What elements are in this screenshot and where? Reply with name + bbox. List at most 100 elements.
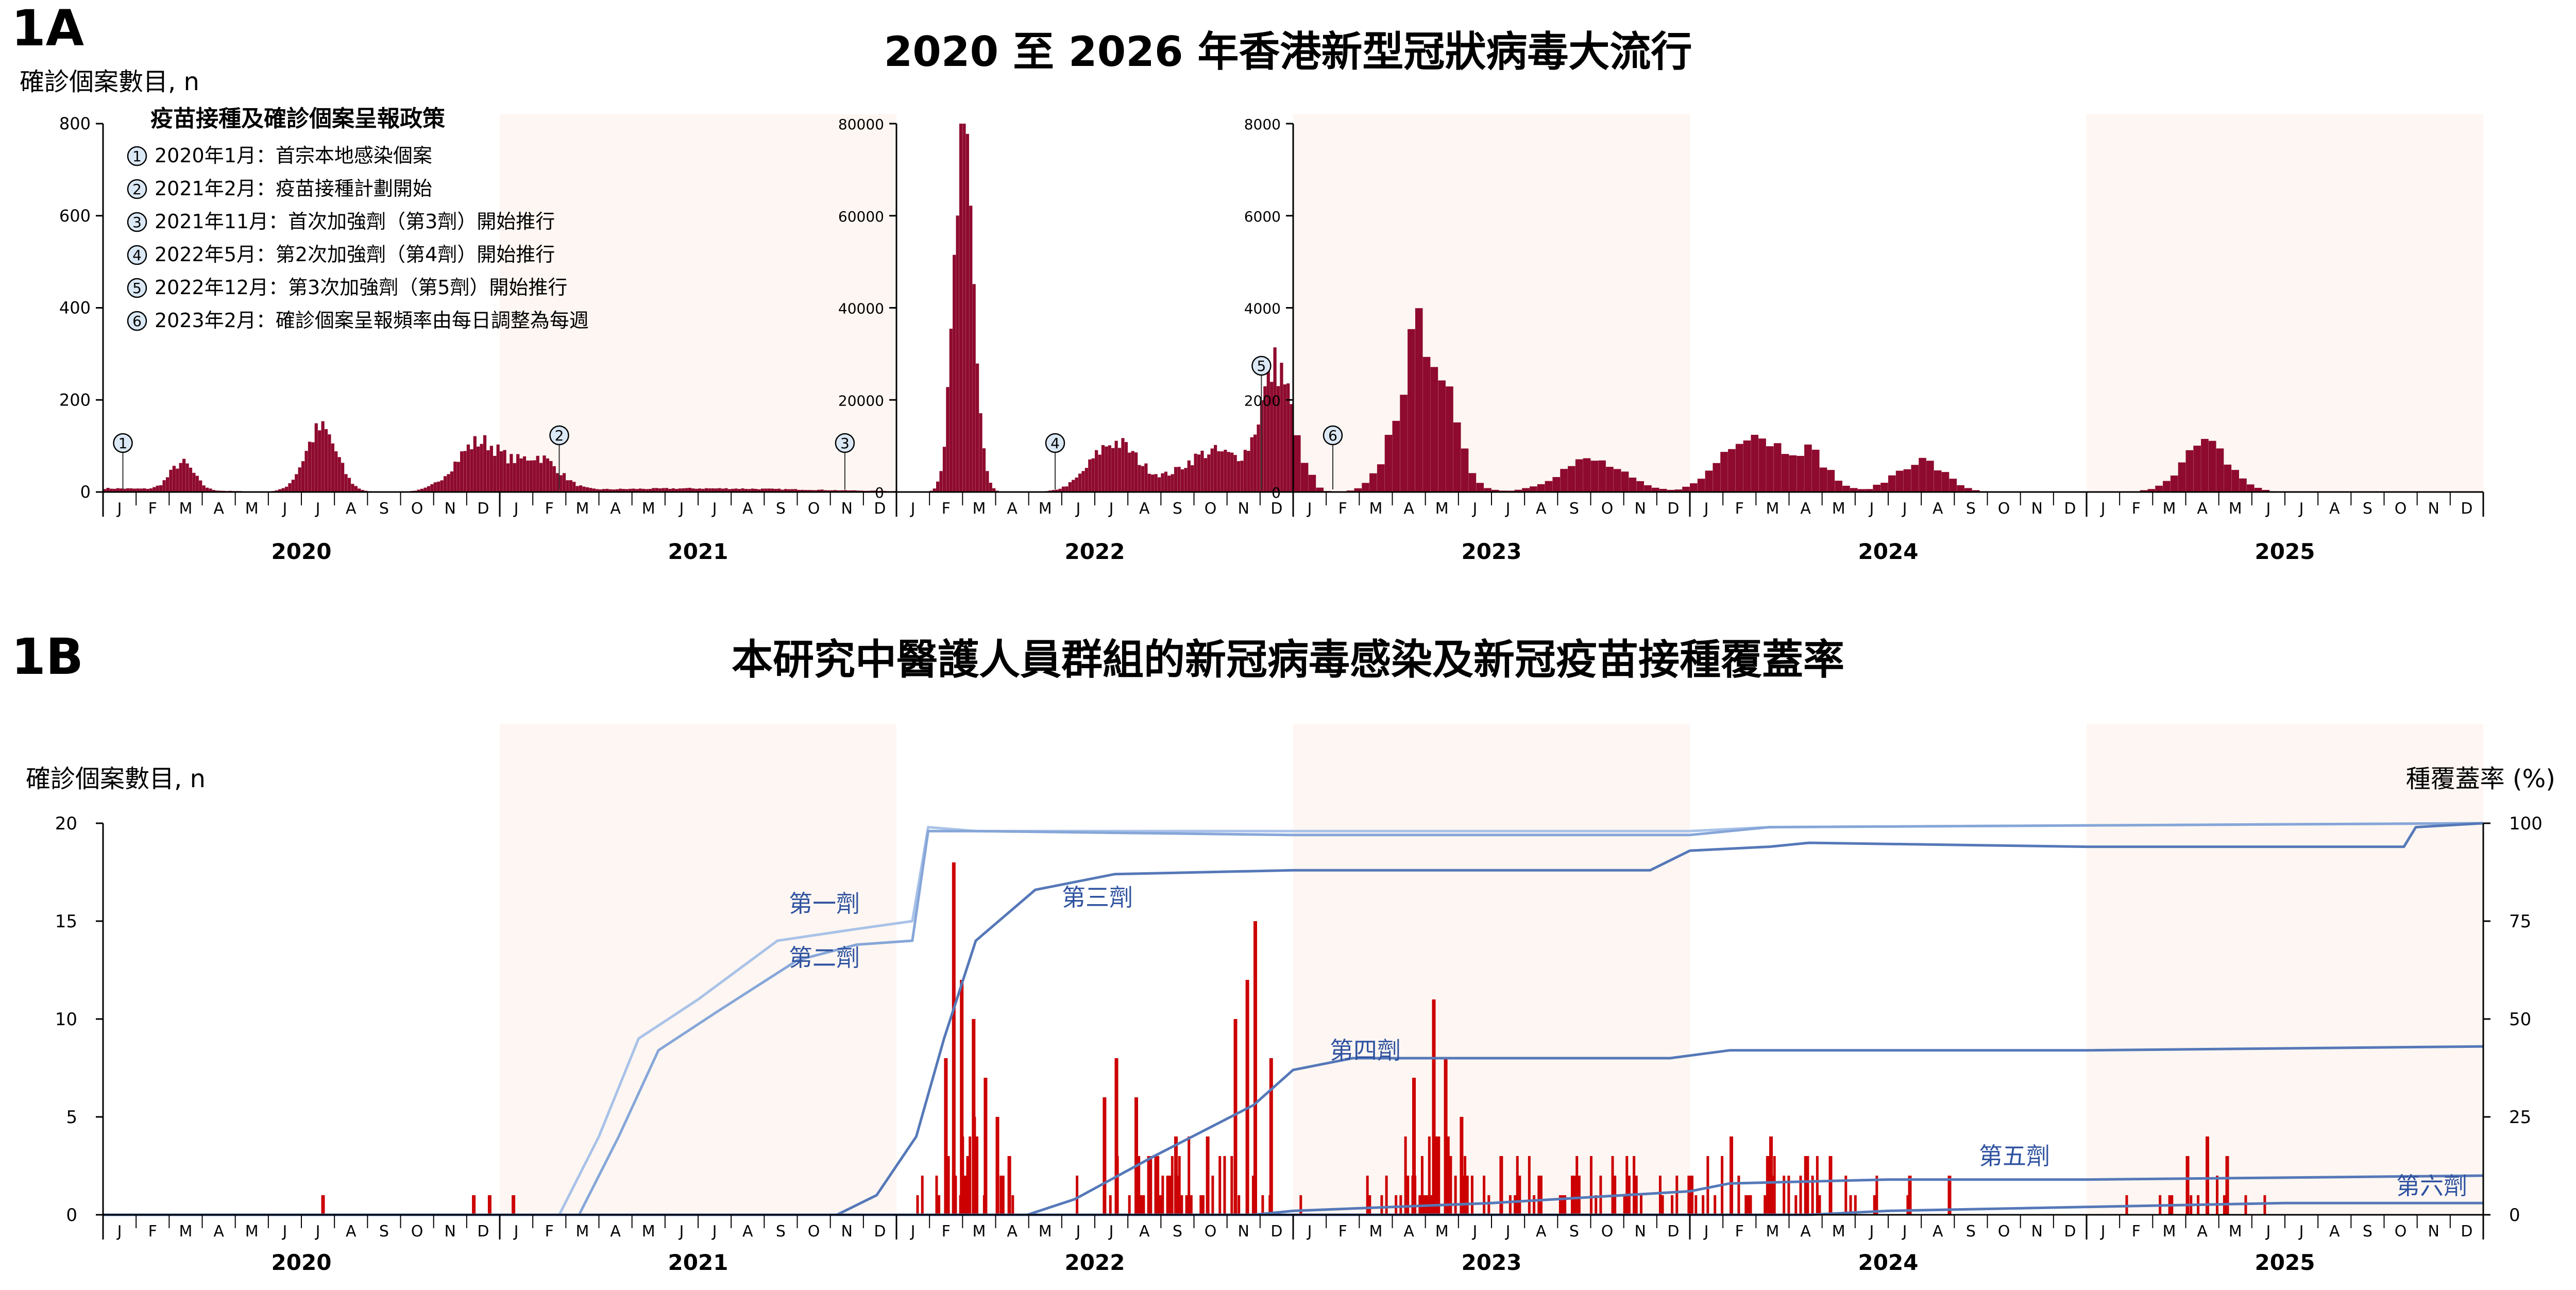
case-bar [549,461,553,492]
month-label: F [545,500,554,518]
case-bar [572,482,576,492]
case-bar [513,463,516,492]
year-label: 2022 [1065,1250,1125,1275]
cohort-case-bar [2185,1156,2190,1215]
policy-legend-text: 2022年5月：第2次加強劑（第4劑）開始推行 [155,243,555,266]
policy-legend-circle [127,146,147,166]
case-bar [1197,454,1201,492]
y-tick-label: 800 [59,114,91,133]
month-label: A [742,500,753,518]
cohort-case-bar [1533,1195,1536,1215]
year-shade-b [500,724,896,1215]
case-bar [1492,489,1499,492]
policy-legend-circle [127,311,147,331]
month-label: M [1435,500,1449,518]
policy-legend: 疫苗接種及確診個案呈報政策 1 2020年1月：首宗本地感染個案 2 2021年2月：… [127,106,589,332]
case-bar [169,469,173,492]
y-tick-label-left: 15 [55,911,77,932]
panel-b-ylabel-right: 種覆蓋率 (%) [2406,765,2555,793]
month-label: S [1173,500,1182,518]
case-bar [678,488,682,492]
cohort-case-bar [1399,1195,1402,1215]
case-bar [605,488,609,492]
case-bar [165,477,170,492]
case-bar [324,429,328,492]
case-bar [1055,489,1059,492]
cohort-case-bar [1011,1195,1014,1215]
month-label: A [1800,1223,1811,1241]
case-bar [341,463,345,492]
month-label: A [610,500,621,518]
case-bar [708,488,711,492]
cohort-case-bar [1694,1195,1698,1215]
case-bar [936,481,940,492]
case-bar [1797,455,1804,492]
cohort-case-bar [1816,1156,1819,1215]
case-bar [1422,357,1431,492]
case-bar [539,463,543,492]
policy-legend-num: 4 [132,247,142,264]
case-bar [1919,457,1926,492]
case-bar [162,480,166,492]
month-label: A [1536,1223,1547,1241]
cohort-case-bar [1499,1156,1503,1215]
case-bar [1276,386,1280,492]
month-label: N [445,500,456,518]
cohort-case-bar [1211,1176,1214,1215]
cohort-case-bar [1185,1195,1188,1215]
cohort-case-bar [1564,1195,1567,1215]
case-bar [1247,451,1250,492]
case-bar [846,490,850,492]
case-bar [718,488,721,492]
case-bar [1590,461,1599,492]
year-label: 2020 [272,1250,332,1275]
case-bar [1191,465,1194,492]
case-bar [347,478,351,492]
cohort-case-bar [1639,1195,1642,1215]
case-bar [2170,476,2178,492]
case-bar [519,458,523,492]
cohort-case-bar [1406,1176,1410,1215]
cohort-case-bar [1633,1156,1636,1215]
cohort-case-bar [512,1195,516,1215]
month-label: M [575,1223,589,1241]
cohort-case-bar [1218,1156,1222,1215]
case-bar [1052,490,1055,492]
cohort-case-bar [1253,921,1257,1215]
cohort-case-bar [1787,1176,1790,1215]
cohort-case-bar [1206,1136,1210,1215]
month-label: M [1039,500,1052,518]
cohort-case-bar [1675,1176,1679,1215]
month-label: A [610,1223,621,1241]
case-bar [212,490,215,492]
case-bar [979,413,982,492]
cohort-case-bar [1190,1195,1193,1215]
month-label: J [1902,1223,1907,1241]
case-bar [658,488,662,492]
cohort-case-bar [1764,1195,1767,1215]
cohort-case-bar [1168,1176,1172,1215]
cohort-case-bar [1487,1195,1490,1215]
case-bar [159,485,163,492]
dose-label: 第一劑 [789,890,860,918]
case-bar [1568,466,1575,492]
case-bar [2231,470,2239,492]
cohort-case-bar [1412,1078,1416,1215]
cohort-case-bar [1238,1195,1241,1215]
cohort-case-bar [963,1176,967,1215]
case-bar [1758,438,1766,492]
month-label: O [411,1223,423,1241]
case-bar [942,447,946,492]
case-bar [176,468,179,492]
month-label: S [1966,1223,1976,1241]
case-bar [1075,477,1078,492]
case-bar [1117,448,1122,492]
case-bar [1283,384,1286,492]
case-bar [1068,482,1072,492]
case-bar [503,450,506,492]
month-label: J [315,500,320,518]
case-bar [529,460,533,492]
case-bar [787,489,791,492]
cohort-case-bar [984,1078,988,1215]
